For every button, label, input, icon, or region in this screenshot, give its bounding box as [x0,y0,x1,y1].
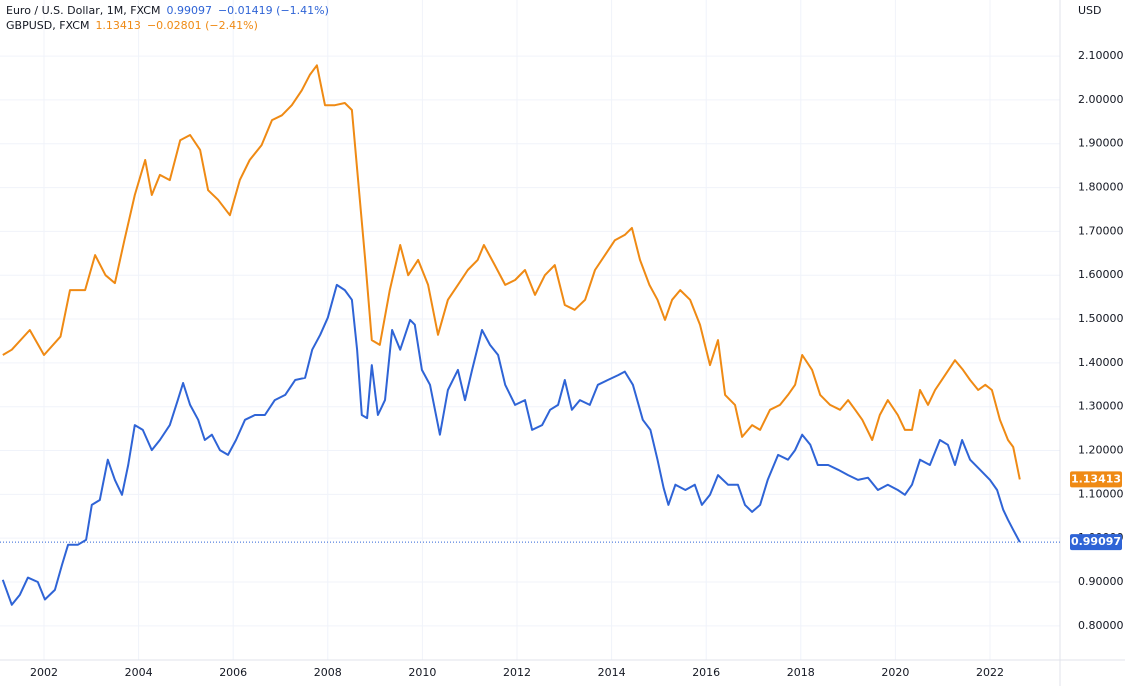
legend-change: −0.02801 (−2.41%) [147,19,258,32]
legend-entry: Euro / U.S. Dollar, 1M, FXCM 0.99097 −0.01… [6,4,329,17]
series-line [1,283,1021,606]
y-tick-label: 2.00000 [1078,93,1124,106]
y-tick-label: 1.30000 [1078,400,1124,413]
x-tick-label: 2016 [692,666,720,679]
x-tick-label: 2004 [125,666,153,679]
x-tick-label: 2014 [598,666,626,679]
x-tick-label: 2008 [314,666,342,679]
y-tick-label: 1.80000 [1078,181,1124,194]
x-tick-label: 2002 [30,666,58,679]
y-tick-label: 1.90000 [1078,137,1124,150]
legend-entry: GBPUSD, FXCM 1.13413 −0.02801 (−2.41%) [6,19,258,32]
legend-value: 1.13413 [95,19,141,32]
price-box [1070,471,1122,488]
price-label: 0.99097 [1071,535,1121,548]
legend-name: GBPUSD, FXCM [6,19,89,32]
price-label: 1.13413 [1071,472,1121,485]
y-tick-label: 1.70000 [1078,224,1124,237]
y-tick-label: 1.40000 [1078,356,1124,369]
y-tick-label: 0.90000 [1078,575,1124,588]
x-tick-label: 2022 [976,666,1004,679]
y-tick-label: 2.10000 [1078,49,1124,62]
y-tick-label: 1.50000 [1078,312,1124,325]
x-tick-label: 2006 [219,666,247,679]
legend-name: Euro / U.S. Dollar, 1M, FXCM [6,4,160,17]
price-box [1070,534,1122,551]
y-tick-label: 1.10000 [1078,487,1124,500]
x-tick-label: 2010 [408,666,436,679]
y-tick-label: 1.20000 [1078,444,1124,457]
legend-value: 0.99097 [166,4,212,17]
y-tick-label: 0.80000 [1078,619,1124,632]
legend-change: −0.01419 (−1.41%) [218,4,329,17]
x-tick-label: 2012 [503,666,531,679]
y-unit: USD [1078,4,1102,17]
x-tick-label: 2018 [787,666,815,679]
x-tick-label: 2020 [881,666,909,679]
series-line [2,64,1021,480]
y-tick-label: 1.60000 [1078,268,1124,281]
